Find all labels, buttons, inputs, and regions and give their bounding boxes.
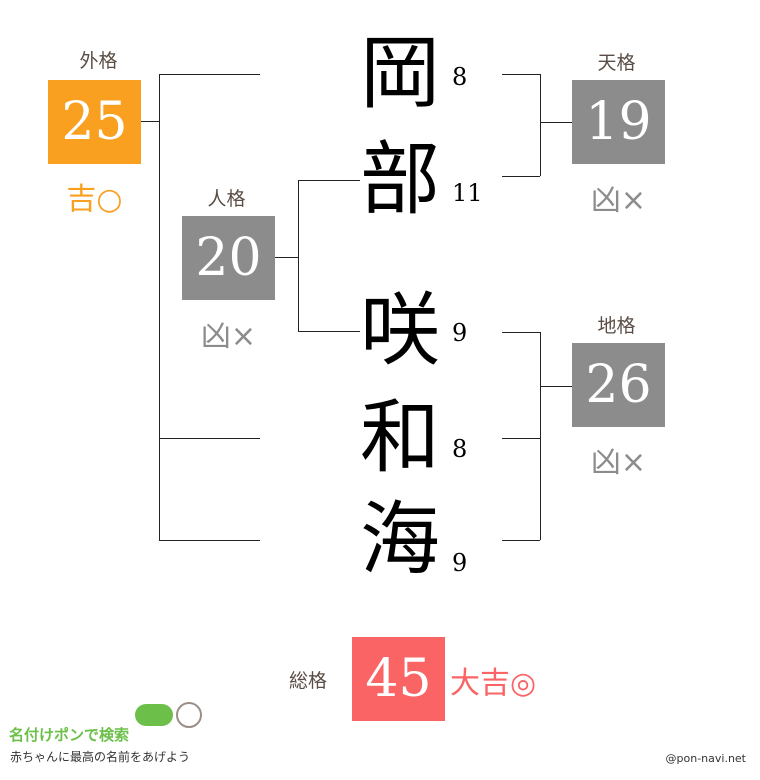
name-char: 岡 bbox=[360, 27, 440, 120]
jinkaku-result: 凶× bbox=[200, 319, 257, 354]
stroke-count: 11 bbox=[452, 179, 483, 207]
chikaku-result: 凶× bbox=[590, 445, 647, 480]
stroke-count: 9 bbox=[452, 319, 468, 347]
connector bbox=[274, 257, 298, 258]
connector bbox=[159, 540, 260, 541]
stroke-count: 8 bbox=[452, 63, 468, 91]
connector bbox=[298, 180, 360, 181]
connector bbox=[502, 74, 540, 75]
soukaku-result: 大吉◎ bbox=[450, 666, 537, 701]
jinkaku-value: 20 bbox=[182, 216, 275, 300]
connector bbox=[141, 121, 159, 122]
baby-face-icon bbox=[176, 702, 202, 728]
tenkaku-label: 天格 bbox=[597, 52, 636, 74]
credit: @pon-navi.net bbox=[665, 752, 746, 765]
logo-tagline: 赤ちゃんに最高の名前をあげよう bbox=[10, 750, 191, 764]
connector bbox=[540, 74, 541, 176]
soukaku-label: 総格 bbox=[288, 670, 327, 692]
connector bbox=[502, 438, 540, 439]
name-char: 部 bbox=[360, 133, 440, 226]
tenkaku-value: 19 bbox=[572, 80, 665, 164]
connector bbox=[159, 74, 260, 75]
connector bbox=[502, 332, 540, 333]
name-char: 海 bbox=[360, 493, 440, 586]
stroke-count: 8 bbox=[452, 435, 468, 463]
speech-bubble-icon bbox=[135, 704, 173, 726]
connector bbox=[502, 540, 540, 541]
stroke-count: 9 bbox=[452, 549, 468, 577]
jinkaku-label: 人格 bbox=[207, 188, 246, 210]
gaikaku-label: 外格 bbox=[79, 50, 118, 72]
connector bbox=[298, 331, 360, 332]
name-char: 和 bbox=[360, 391, 440, 484]
connector bbox=[540, 332, 541, 540]
connector bbox=[159, 438, 260, 439]
name-char: 咲 bbox=[360, 284, 440, 377]
connector bbox=[159, 74, 160, 540]
chikaku-value: 26 bbox=[572, 343, 665, 427]
soukaku-value: 45 bbox=[352, 637, 445, 721]
gaikaku-value: 25 bbox=[48, 80, 141, 164]
logo-title[interactable]: 名付けポンで検索 bbox=[9, 726, 130, 744]
chikaku-label: 地格 bbox=[597, 315, 636, 337]
connector bbox=[502, 176, 540, 177]
connector bbox=[540, 122, 572, 123]
gaikaku-result: 吉○ bbox=[66, 182, 123, 217]
tenkaku-result: 凶× bbox=[590, 183, 647, 218]
connector bbox=[540, 386, 572, 387]
connector bbox=[298, 180, 299, 331]
